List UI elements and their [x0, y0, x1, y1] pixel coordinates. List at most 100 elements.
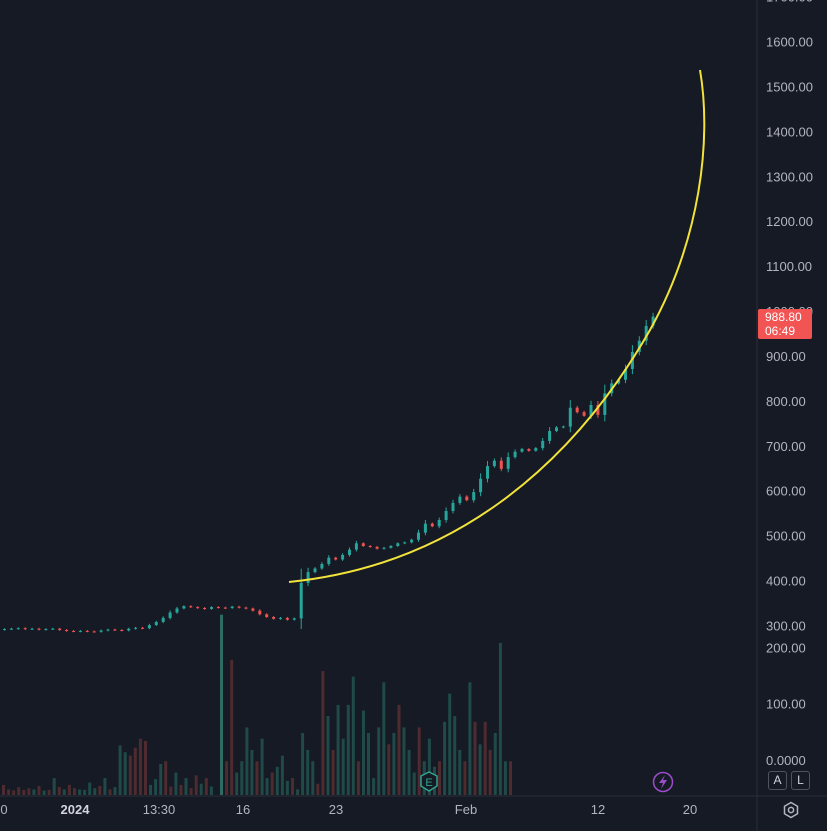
candle-body: [575, 407, 579, 413]
price-tick-label: 1500.00: [766, 79, 813, 94]
price-tick-label: 600.00: [766, 484, 806, 499]
candle-body: [216, 607, 220, 609]
price-axis[interactable]: 1700.00 1600.00 1500.00 1400.00 1300.00 1200.…: [766, 0, 813, 768]
candle-body: [106, 629, 110, 631]
candle-body: [568, 407, 572, 427]
candle-body: [272, 617, 276, 619]
volume-bar: [498, 642, 502, 795]
volume-bar: [260, 738, 264, 795]
earnings-marker-label: E: [425, 777, 432, 789]
volume-bar: [174, 772, 178, 795]
volume-bar: [78, 789, 82, 795]
parabolic-curve-drawing[interactable]: [288, 69, 706, 583]
volume-bar: [367, 733, 370, 795]
volume-bar: [67, 784, 71, 795]
volume-bar: [301, 733, 305, 795]
volume-bar: [240, 761, 244, 795]
volume-bar: [52, 778, 56, 795]
candle-body: [134, 627, 138, 629]
volume-bar: [306, 749, 310, 795]
candle-body: [472, 492, 476, 501]
candle-body: [534, 448, 538, 451]
volume-bar: [509, 761, 512, 795]
candle-body: [3, 629, 6, 631]
candle-body: [230, 606, 234, 608]
log-scale-button[interactable]: L: [791, 771, 810, 790]
candle-body: [506, 457, 510, 469]
candle-body: [589, 405, 593, 416]
volume-bar: [382, 682, 386, 795]
volume-bar: [73, 788, 76, 795]
price-tick-label: 700.00: [766, 439, 806, 454]
volume-bar: [103, 778, 107, 795]
lightning-icon[interactable]: [652, 771, 674, 793]
candle-body: [437, 520, 441, 527]
volume-bar: [331, 749, 335, 795]
candle-body: [127, 628, 131, 631]
candle-body: [78, 630, 82, 632]
price-tick-label: 900.00: [766, 349, 806, 364]
candle-body: [451, 502, 455, 511]
volume-bar: [184, 778, 188, 795]
gear-icon[interactable]: [782, 801, 800, 819]
time-label: 12: [591, 802, 605, 817]
candle-body: [582, 412, 586, 416]
earnings-marker[interactable]: E: [420, 771, 438, 792]
volume-bar: [316, 783, 320, 795]
volume-bar: [83, 789, 87, 795]
candle-body: [196, 607, 200, 609]
volume-bar: [397, 704, 401, 795]
candle-body: [548, 431, 552, 441]
candle-body: [423, 523, 427, 533]
candle-body: [244, 607, 248, 609]
candle-body: [175, 608, 179, 613]
candle-body: [479, 478, 483, 493]
auto-scale-button[interactable]: A: [768, 771, 787, 790]
volume-bar: [280, 755, 284, 795]
candle-body: [141, 627, 144, 629]
price-tick-label: 1700.00: [766, 0, 813, 5]
candle-body: [354, 543, 358, 550]
volume-bar: [22, 789, 26, 795]
volume-bar: [351, 676, 355, 795]
candle-body: [320, 564, 324, 569]
volume-bar: [478, 744, 482, 795]
candle-body: [58, 628, 62, 630]
time-axis[interactable]: 0 2024 13:30 16 23 Feb 12 20: [0, 802, 697, 817]
volume-bar: [346, 704, 350, 795]
candle-body: [279, 617, 282, 619]
last-price-value: 988.80: [765, 310, 802, 324]
candle-body: [292, 618, 296, 620]
candle-body: [486, 466, 489, 479]
volume-bar: [250, 749, 254, 795]
volume-bar: [453, 716, 457, 795]
candle-body: [403, 542, 407, 544]
candle-body: [99, 630, 103, 632]
volume-bar: [154, 779, 158, 795]
volume-bar: [448, 693, 452, 795]
volume-bar: [138, 738, 142, 795]
candle-body: [16, 628, 20, 630]
volume-bar: [98, 786, 102, 795]
candle-body: [499, 460, 503, 469]
candle-body: [313, 568, 317, 573]
volume-bar: [47, 789, 51, 795]
price-tick-label: 1600.00: [766, 35, 813, 50]
candle-body: [417, 532, 420, 540]
volume-bar: [473, 721, 477, 795]
volume-bar: [194, 775, 198, 795]
candle-body: [527, 449, 531, 451]
candle-body: [258, 610, 262, 615]
time-label: 13:30: [143, 802, 176, 817]
volume-bar: [255, 761, 259, 795]
volume-bar: [438, 761, 441, 795]
volume-bar: [468, 682, 472, 795]
volume-bar: [37, 786, 41, 795]
volume-bar: [493, 733, 497, 795]
volume-tick-label: 200.00: [766, 640, 806, 655]
volume-bar: [2, 784, 5, 795]
candle-body: [444, 511, 448, 520]
candle-body: [624, 369, 627, 380]
time-label: 2024: [61, 802, 91, 817]
